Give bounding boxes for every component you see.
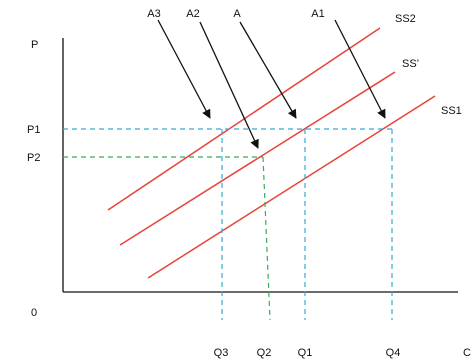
q2-guide-vertical — [262, 156, 271, 321]
arrow-label-a: A — [233, 8, 241, 20]
y-axis-label: P — [31, 39, 38, 51]
quantity-label-q4: Q4 — [386, 347, 401, 359]
arrow-a2 — [199, 21, 259, 149]
quantity-label-q2: Q2 — [257, 347, 272, 359]
curve-label-ss-prime: SS’ — [402, 58, 419, 70]
arrow-a3 — [157, 19, 211, 119]
arrow-a1 — [334, 19, 386, 119]
arrow-label-a1: A1 — [311, 8, 324, 20]
arrow-label-a2: A2 — [186, 8, 199, 20]
price-label-p2: P2 — [27, 152, 40, 164]
arrow-a — [239, 21, 297, 119]
quantity-label-q1: Q1 — [298, 347, 313, 359]
supply-curve-ss1 — [147, 95, 436, 279]
origin-label: 0 — [31, 307, 37, 319]
curve-label-ss2: SS2 — [395, 13, 416, 25]
arrow-label-a3: A3 — [147, 8, 160, 20]
quantity-label-q3: Q3 — [214, 347, 229, 359]
supply-curve-ss-prime — [119, 71, 396, 246]
x-axis-label-partial: C — [463, 347, 471, 359]
price-label-p1: P1 — [27, 124, 40, 136]
curve-label-ss1: SS1 — [441, 105, 462, 117]
